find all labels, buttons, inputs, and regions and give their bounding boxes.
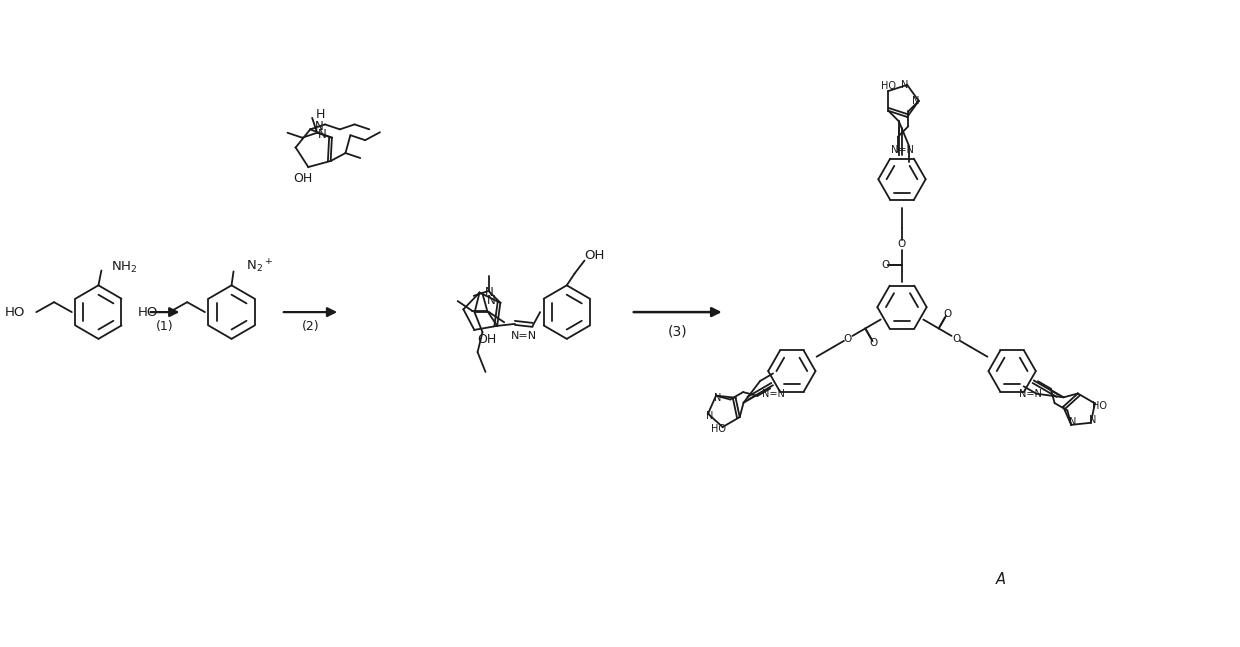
Text: A: A <box>996 573 1006 587</box>
Text: N: N <box>706 411 713 421</box>
Text: O: O <box>898 239 906 248</box>
Text: N=N: N=N <box>1019 389 1043 399</box>
Text: N: N <box>485 286 494 299</box>
Text: HO: HO <box>5 305 26 318</box>
Text: (1): (1) <box>156 320 174 333</box>
Text: O: O <box>942 309 951 319</box>
Text: HO: HO <box>880 81 897 91</box>
Text: O: O <box>952 334 961 344</box>
Text: N: N <box>315 120 324 133</box>
Text: H: H <box>315 108 325 121</box>
Text: OH: OH <box>584 249 605 262</box>
Text: OH: OH <box>477 333 496 346</box>
Text: O: O <box>882 259 889 270</box>
Text: O: O <box>869 338 878 348</box>
Text: HO: HO <box>711 424 725 435</box>
Text: N: N <box>319 128 327 141</box>
Text: N: N <box>1089 415 1096 425</box>
Text: HO: HO <box>1091 401 1106 411</box>
Text: OH: OH <box>294 172 312 186</box>
Text: N: N <box>714 393 722 403</box>
Text: N$_2$$^+$: N$_2$$^+$ <box>247 258 273 275</box>
Text: (3): (3) <box>668 325 687 339</box>
Text: N: N <box>913 96 920 106</box>
Text: HO: HO <box>138 305 159 318</box>
Text: (2): (2) <box>301 320 319 333</box>
Text: N: N <box>1069 417 1076 427</box>
Text: N=N: N=N <box>890 144 914 155</box>
Text: NH$_2$: NH$_2$ <box>112 260 138 275</box>
Text: N: N <box>900 80 908 90</box>
Text: N=N: N=N <box>511 331 537 341</box>
Text: O: O <box>843 334 852 344</box>
Text: N: N <box>486 294 496 307</box>
Text: N=N: N=N <box>761 389 785 399</box>
